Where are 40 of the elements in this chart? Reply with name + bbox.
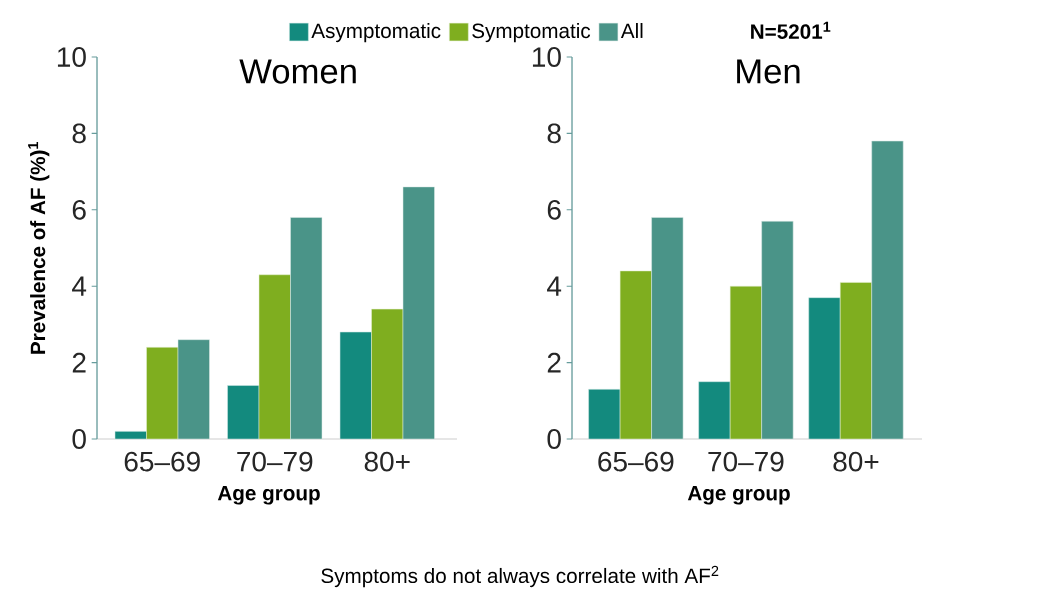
bar <box>839 282 872 440</box>
chart-title: Women <box>239 59 356 84</box>
y-tick-label: 2 <box>547 352 561 373</box>
x-axis-title: Age group <box>217 486 320 505</box>
bar <box>146 347 179 440</box>
x-tick-label: 80+ <box>833 451 879 472</box>
bar <box>339 331 372 440</box>
legend-label: All <box>620 22 643 38</box>
x-tick-label: 80+ <box>364 451 410 472</box>
y-tick-label: 10 <box>532 47 561 67</box>
x-tick-label: 65–69 <box>124 451 200 472</box>
bar <box>698 381 731 440</box>
legend-label: Symptomatic <box>472 22 591 43</box>
y-tick-label: 2 <box>72 352 86 373</box>
bar <box>371 308 404 440</box>
y-tick-label: 6 <box>72 199 86 220</box>
text: Symptoms do not always correlate with AF$^{2}$ <box>321 565 719 588</box>
legend-label: Asymptomatic <box>311 22 441 43</box>
x-tick-label: 70–79 <box>237 451 313 472</box>
bar <box>808 297 841 440</box>
y-tick-label: 10 <box>57 47 86 67</box>
y-tick-label: 8 <box>72 123 86 144</box>
y-tick-label: 6 <box>547 199 561 220</box>
x-tick-label: 70–79 <box>708 451 784 472</box>
x-axis-title: Age group <box>687 486 790 505</box>
bar <box>258 274 291 440</box>
y-tick-label: 4 <box>547 276 562 296</box>
bar <box>227 385 260 440</box>
chart-title: Men <box>737 59 800 84</box>
y-tick-label: 0 <box>72 429 86 449</box>
x-tick-label: 65–69 <box>598 451 674 472</box>
text: N=5201$^{1}$ <box>751 21 831 39</box>
bar <box>114 431 147 440</box>
y-tick-label: 4 <box>72 276 87 296</box>
bar <box>729 285 762 440</box>
y-tick-label: 0 <box>547 429 561 449</box>
bar <box>588 389 621 440</box>
bar <box>619 270 652 440</box>
y-tick-label: 8 <box>547 123 561 144</box>
y-axis-title: Prevalence of AF (%)$^{1}$ <box>28 141 50 354</box>
